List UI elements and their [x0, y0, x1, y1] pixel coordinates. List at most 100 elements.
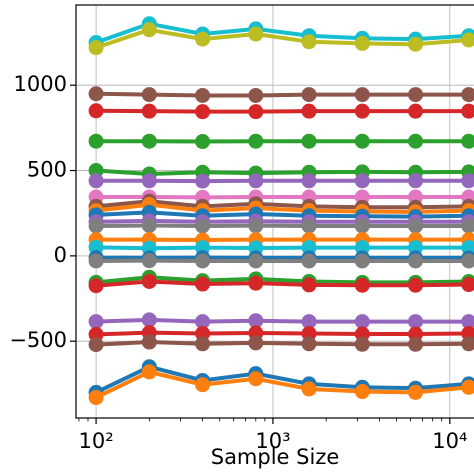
series — [88, 253, 474, 269]
series-line — [96, 245, 469, 251]
series-line — [95, 364, 469, 395]
series-line — [96, 223, 469, 229]
point — [195, 276, 211, 292]
point — [408, 103, 424, 119]
point — [301, 314, 317, 330]
point — [408, 253, 424, 269]
point — [88, 173, 104, 189]
point — [354, 35, 370, 51]
point — [461, 379, 474, 395]
point — [408, 36, 424, 52]
point — [301, 103, 317, 119]
axes-frame — [75, 4, 474, 419]
point — [195, 104, 211, 120]
point — [248, 173, 264, 189]
series — [88, 273, 474, 294]
point — [141, 364, 157, 380]
point — [408, 336, 424, 352]
series — [88, 133, 474, 150]
point — [248, 313, 264, 329]
point — [354, 277, 370, 293]
point — [195, 218, 211, 234]
point — [408, 384, 424, 400]
point — [354, 314, 370, 330]
point — [461, 253, 474, 269]
point — [248, 335, 264, 351]
point — [461, 87, 474, 103]
y-tick-label: 0 — [54, 243, 67, 267]
point — [301, 87, 317, 103]
point — [195, 377, 211, 393]
y-tick-label: −500 — [9, 328, 67, 352]
point — [195, 253, 211, 269]
series-line — [95, 210, 469, 219]
series-line — [95, 275, 469, 285]
series — [88, 364, 474, 406]
point — [461, 173, 474, 189]
axes: 10² 10³ 10⁴ −500 0 500 1000 — [9, 72, 467, 453]
point — [141, 103, 157, 119]
point — [248, 371, 264, 387]
point — [461, 277, 474, 293]
point — [88, 86, 104, 102]
series-line — [95, 340, 469, 347]
series-line — [95, 21, 469, 45]
point — [354, 384, 370, 400]
point — [354, 336, 370, 352]
series — [88, 103, 474, 120]
point — [141, 217, 157, 233]
point — [301, 218, 317, 234]
point — [195, 31, 211, 47]
series-line — [95, 202, 469, 214]
point — [354, 87, 370, 103]
x-tick-label: 10⁴ — [432, 429, 467, 453]
point — [354, 173, 370, 189]
point — [301, 336, 317, 352]
series — [88, 86, 474, 103]
point — [141, 312, 157, 328]
point — [88, 337, 104, 353]
point — [88, 40, 104, 56]
series-line — [96, 108, 469, 114]
point — [88, 278, 104, 294]
point — [408, 314, 424, 330]
point — [248, 218, 264, 234]
point — [461, 133, 474, 149]
y-tick-label: 500 — [27, 158, 67, 182]
point — [408, 173, 424, 189]
point — [141, 253, 157, 269]
point — [354, 218, 370, 234]
point — [248, 253, 264, 269]
point — [141, 133, 157, 149]
point — [248, 87, 264, 103]
point — [461, 314, 474, 330]
series-line — [96, 91, 469, 98]
point — [461, 103, 474, 119]
point — [88, 103, 104, 119]
series — [88, 173, 474, 189]
point — [301, 133, 317, 149]
x-tick-label: 10² — [79, 429, 114, 453]
point — [141, 87, 157, 103]
point — [408, 218, 424, 234]
point — [195, 336, 211, 352]
point — [195, 173, 211, 189]
point — [354, 103, 370, 119]
x-axis-label: Sample Size — [211, 445, 340, 469]
series — [88, 22, 474, 56]
y-tick-label: 1000 — [14, 72, 67, 96]
series — [88, 312, 474, 330]
series-line — [95, 168, 469, 176]
point — [248, 104, 264, 120]
point — [408, 277, 424, 293]
series — [88, 217, 474, 234]
point — [248, 275, 264, 291]
point — [88, 314, 104, 330]
point — [461, 32, 474, 48]
point — [141, 173, 157, 189]
point — [354, 253, 370, 269]
point — [301, 253, 317, 269]
point — [301, 381, 317, 397]
point — [88, 133, 104, 149]
